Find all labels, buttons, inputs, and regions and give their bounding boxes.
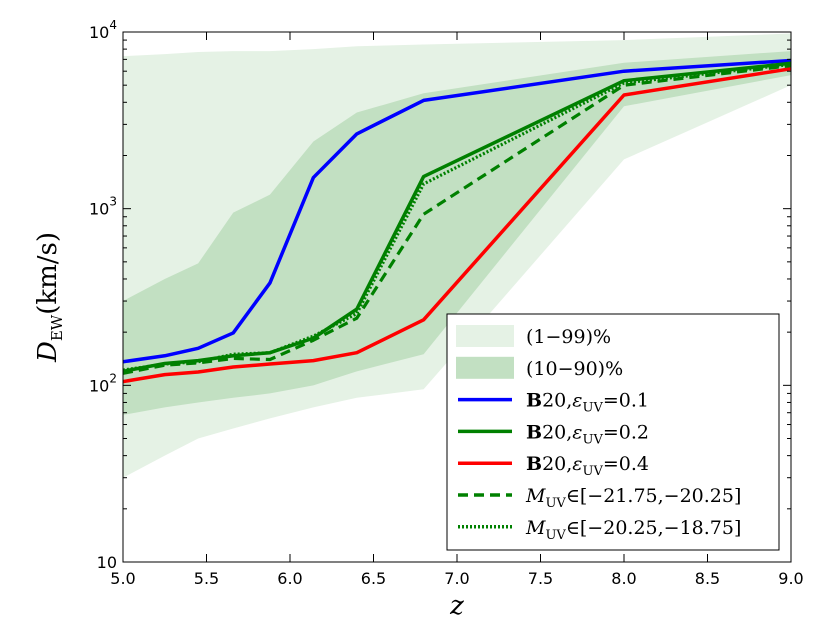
- series-layer: [123, 58, 791, 384]
- y-axis-label: DEW(km/s): [33, 232, 66, 363]
- x-tick-label: 7.5: [528, 569, 553, 588]
- legend-entry-label: (10−90)%: [526, 358, 623, 380]
- y-tick-label: 104: [89, 18, 117, 42]
- tick-labels-layer: 5.0 5.5 6.0 6.5 7.0 7.5 8.0 8.5 9.0 10 102 103 104: [89, 18, 804, 588]
- legend-patch-swatch: [456, 356, 514, 379]
- x-axis-label: z: [449, 591, 464, 621]
- b20-eps-0-4-line: [123, 66, 791, 384]
- x-tick-label: 8.0: [611, 569, 636, 588]
- band-10-90-percent: [123, 51, 791, 415]
- legend: (1−99)% (10−90)% B20,εUV=0.1 B20,εUV=0.2 B20…: [446, 313, 780, 551]
- x-tick-label: 9.0: [778, 569, 803, 588]
- y-tick-label: 103: [89, 195, 117, 219]
- ticks-layer: [122, 31, 792, 563]
- muv-faint-dotted-line: [123, 62, 791, 372]
- x-tick-label: 7.0: [444, 569, 469, 588]
- legend-patch-swatch: [456, 325, 514, 347]
- b20-eps-0-2-line: [123, 61, 791, 374]
- y-tick-label: 10: [97, 553, 117, 572]
- legend-entry-label: (1−99)%: [526, 326, 611, 348]
- x-tick-label: 8.5: [695, 569, 720, 588]
- legend-entry-label: MUV∈[−20.25,−18.75]: [525, 517, 741, 543]
- legend-entry-label: B20,εUV=0.1: [526, 390, 649, 416]
- legend-entry-label: B20,εUV=0.4: [526, 453, 649, 479]
- svg-text:DEW(km/s): DEW(km/s): [33, 232, 66, 363]
- bands-layer: [123, 33, 791, 478]
- x-tick-label: 6.0: [277, 569, 302, 588]
- x-tick-label: 5.0: [110, 569, 135, 588]
- muv-bright-dashed-line: [123, 64, 791, 375]
- x-tick-label: 5.5: [194, 569, 219, 588]
- plot-frame: [122, 31, 792, 563]
- y-tick-label: 102: [89, 371, 117, 395]
- legend-entry-label: MUV∈[−21.75,−20.25]: [525, 485, 741, 511]
- legend-entry-label: B20,εUV=0.2: [526, 421, 649, 447]
- b20-eps-0-1-line: [123, 58, 791, 364]
- x-tick-label: 6.5: [361, 569, 386, 588]
